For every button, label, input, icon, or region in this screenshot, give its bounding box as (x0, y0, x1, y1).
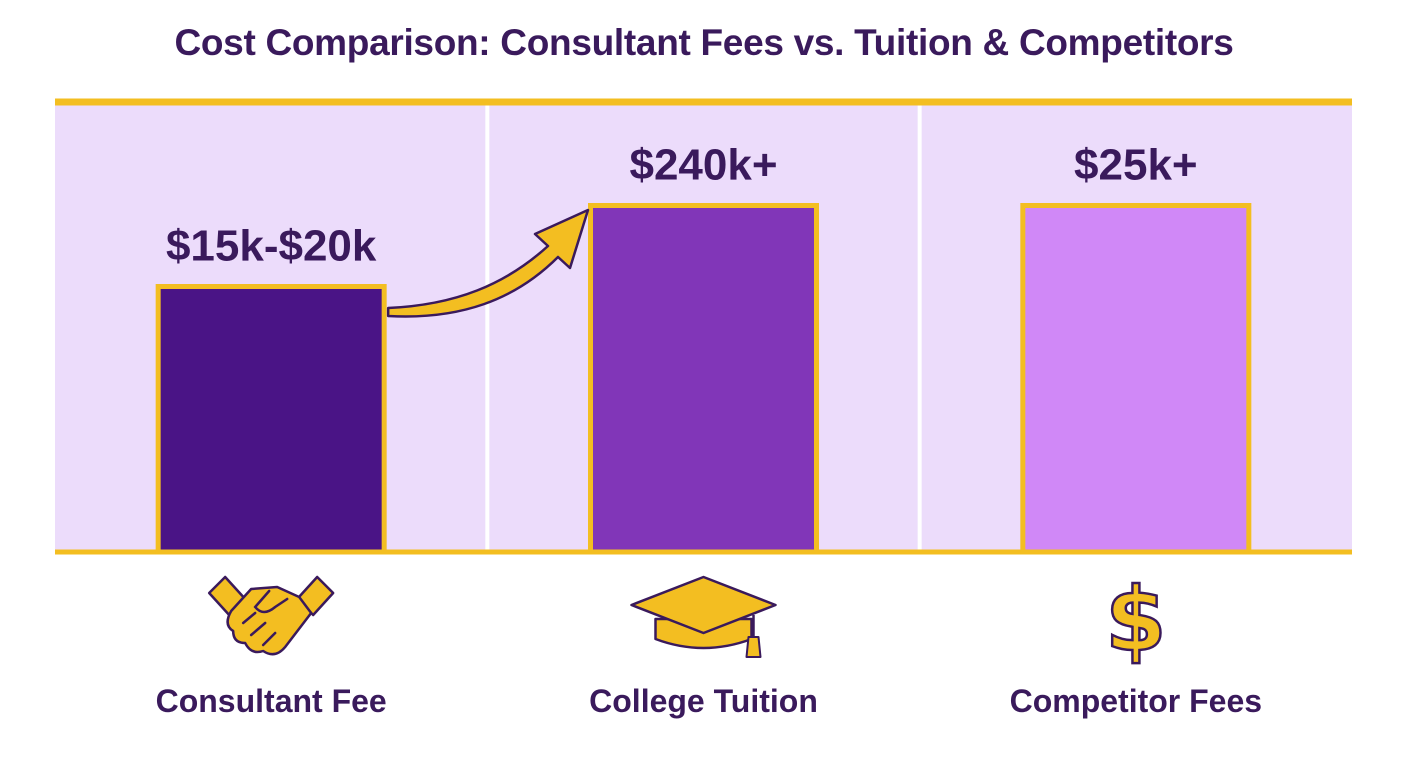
chart-title: Cost Comparison: Consultant Fees vs. Tui… (174, 22, 1234, 63)
bars-group (155, 203, 1252, 555)
bar-competitor-fees (1020, 203, 1252, 555)
value-labels-group: $15k-$20k $240k+ $25k+ (166, 141, 1198, 271)
graduation-cap-icon (630, 575, 777, 658)
bar-college-tuition (588, 203, 819, 555)
value-label: $25k+ (1074, 141, 1198, 190)
arrow-icon (386, 208, 590, 318)
category-label: College Tuition (589, 683, 818, 719)
dollar-sign-icon: $ (1105, 568, 1166, 671)
icons-group: $ (207, 567, 1168, 672)
category-labels-group: Consultant Fee College Tuition Competitor … (156, 683, 1262, 719)
category-label: Competitor Fees (1010, 683, 1262, 719)
handshake-icon (207, 575, 335, 656)
value-label: $240k+ (629, 141, 777, 190)
bar-consultant-fee (155, 284, 387, 555)
arrow-layer (386, 208, 590, 318)
value-label: $15k-$20k (166, 222, 377, 271)
category-label: Consultant Fee (156, 683, 387, 719)
